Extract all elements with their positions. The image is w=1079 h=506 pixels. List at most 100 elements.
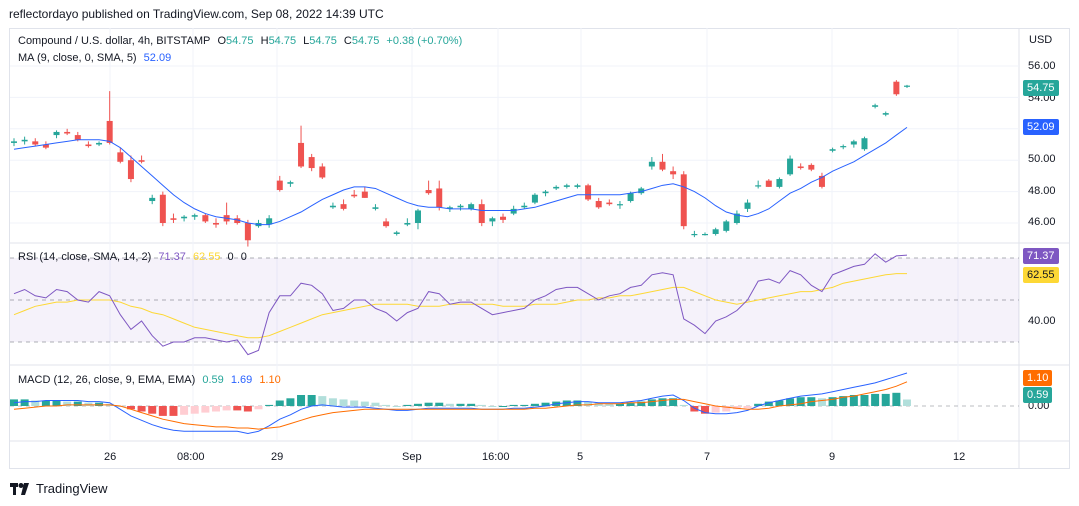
- candle-body: [808, 164, 815, 170]
- candle-body: [882, 113, 889, 115]
- candle-body: [510, 208, 517, 214]
- macd-histogram-bar: [754, 403, 763, 406]
- candle-body: [861, 138, 868, 150]
- macd-histogram-bar: [20, 399, 29, 406]
- macd-histogram-bar: [903, 399, 911, 406]
- macd-histogram-bar: [243, 406, 252, 412]
- candle-body: [638, 188, 645, 194]
- candle-body: [850, 141, 857, 145]
- candle-body: [585, 185, 592, 200]
- x-tick: 26: [104, 451, 117, 463]
- candle-body: [351, 194, 358, 197]
- macd-histogram-bar: [860, 395, 869, 406]
- candle-body: [680, 174, 687, 227]
- low-label: L: [303, 35, 310, 47]
- candle-body: [383, 221, 390, 227]
- candle-body: [553, 186, 560, 189]
- rsi-y-tick: 40.00: [1028, 315, 1056, 327]
- candle-body: [531, 194, 538, 203]
- candle-body: [21, 139, 28, 142]
- ma-legend[interactable]: MA (9, close, 0, SMA, 5) 52.09: [18, 52, 175, 64]
- rsi-sma-line: [13, 273, 907, 339]
- candle-body: [159, 194, 166, 223]
- candle-body: [840, 146, 847, 148]
- rsi-legend[interactable]: RSI (14, close, SMA, 14, 2) 71.37 62.55 …: [18, 251, 251, 263]
- candle-body: [106, 120, 113, 143]
- rsi-legend-value: 71.37: [158, 251, 186, 263]
- macd-histogram-bar: [169, 406, 178, 416]
- candle-body: [170, 218, 177, 220]
- candle-body: [787, 158, 794, 175]
- macd-histogram-bar: [297, 395, 306, 406]
- candle-body: [733, 213, 740, 223]
- ma-price-badge: 52.09: [1023, 119, 1059, 135]
- x-tick: 29: [271, 451, 284, 463]
- macd-histogram-bar: [307, 395, 316, 406]
- macd-histogram-bar: [488, 406, 497, 407]
- macd-histogram-bar: [275, 400, 284, 406]
- ma-value: 52.09: [143, 52, 172, 64]
- macd-histogram-bar: [690, 406, 699, 412]
- rsi-value-badge: 71.37: [1023, 248, 1059, 264]
- macd-histogram-bar: [467, 403, 476, 406]
- rsi-sma-badge: 62.55: [1023, 267, 1059, 283]
- macd-histogram-bar: [180, 406, 189, 415]
- macd-histogram-bar: [73, 401, 82, 406]
- candle-body: [212, 223, 219, 225]
- macd-signal-line: [13, 381, 908, 430]
- candle-body: [287, 182, 294, 184]
- macd-histogram-bar: [839, 396, 848, 406]
- candle-body: [829, 149, 836, 151]
- macd-histogram-bar: [562, 400, 571, 406]
- rsi-extra-value-1: 0: [227, 251, 234, 263]
- macd-histogram-bar: [626, 402, 635, 406]
- candle-body: [32, 141, 39, 145]
- last-price-badge: 54.75: [1023, 80, 1059, 96]
- candle-body: [117, 152, 124, 162]
- candle-body: [818, 175, 825, 187]
- macd-histogram-bar: [328, 398, 337, 406]
- macd-histogram-bar: [52, 400, 61, 406]
- macd-legend[interactable]: MACD (12, 26, close, 9, EMA, EMA) 0.59 1…: [18, 374, 285, 386]
- macd-line-legend-value: 1.69: [230, 374, 253, 386]
- candle-body: [191, 215, 198, 217]
- price-legend: Compound / U.S. dollar, 4h, BITSTAMP O54…: [18, 35, 466, 47]
- macd-histogram-bar: [456, 403, 465, 406]
- macd-histogram-bar: [637, 401, 646, 406]
- candle-body: [138, 160, 145, 162]
- chart-frame[interactable]: [9, 28, 1070, 469]
- macd-histogram-bar: [871, 393, 880, 406]
- change-value: +0.38 (+0.70%): [386, 35, 463, 47]
- x-tick: 08:00: [177, 451, 205, 463]
- candle-body: [266, 218, 273, 225]
- macd-hist-badge: 0.59: [1023, 387, 1053, 403]
- ma-label: MA (9, close, 0, SMA, 5): [18, 52, 137, 64]
- candle-body: [85, 144, 92, 147]
- macd-histogram-bar: [477, 404, 486, 406]
- macd-histogram-bar: [233, 406, 242, 411]
- candle-body: [11, 141, 17, 143]
- macd-histogram-bar: [360, 401, 369, 406]
- macd-histogram-bar: [573, 400, 582, 406]
- macd-histogram-bar: [828, 397, 837, 406]
- candle-body: [361, 191, 368, 198]
- high-value: 54.75: [268, 35, 297, 47]
- macd-histogram-bar: [413, 403, 422, 406]
- ma-line: [13, 126, 908, 226]
- tradingview-logo-icon: [10, 482, 29, 495]
- macd-histogram-bar: [796, 397, 805, 406]
- macd-histogram-bar: [520, 404, 529, 406]
- macd-histogram-bar: [126, 406, 135, 410]
- macd-hist-legend-value: 0.59: [202, 374, 224, 386]
- tradingview-footer[interactable]: TradingView: [10, 481, 108, 496]
- macd-y-tick: 0.00: [1028, 400, 1050, 412]
- currency-label[interactable]: USD: [1029, 34, 1053, 46]
- candle-body: [404, 223, 411, 225]
- candle-body: [181, 216, 188, 219]
- candle-body: [96, 142, 103, 145]
- macd-histogram-bar: [743, 406, 752, 409]
- candle-body: [744, 202, 751, 209]
- symbol-label[interactable]: Compound / U.S. dollar, 4h, BITSTAMP: [18, 35, 211, 47]
- candle-body: [500, 216, 507, 220]
